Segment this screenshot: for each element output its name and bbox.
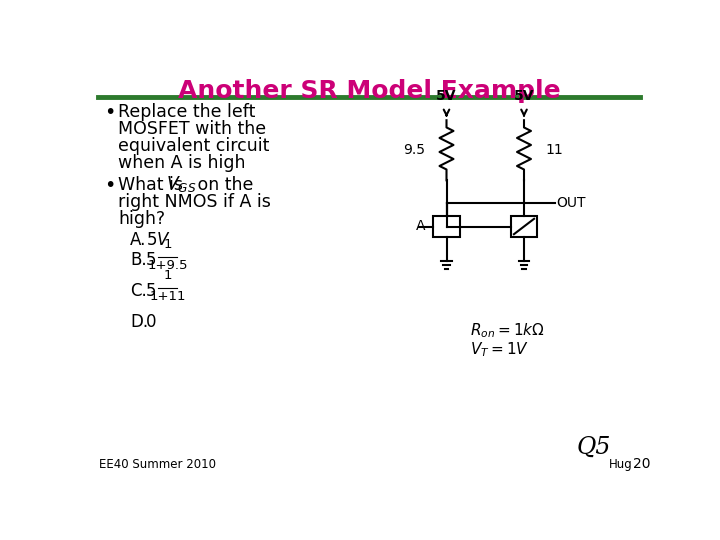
Text: EE40 Summer 2010: EE40 Summer 2010 [99, 458, 216, 471]
Text: Hug: Hug [609, 458, 633, 471]
Text: $V_T = 1V$: $V_T = 1V$ [469, 340, 529, 359]
Text: right NMOS if A is: right NMOS if A is [118, 193, 271, 211]
Text: 5V: 5V [436, 89, 456, 103]
Text: Another SR Model Example: Another SR Model Example [178, 79, 560, 103]
Text: 11: 11 [546, 143, 564, 157]
Text: Replace the left: Replace the left [118, 103, 256, 122]
Text: 1+11: 1+11 [149, 289, 186, 302]
Text: •: • [104, 103, 115, 122]
Text: •: • [104, 176, 115, 195]
Text: 5: 5 [145, 251, 156, 269]
Text: 9.5: 9.5 [402, 143, 425, 157]
Text: What is: What is [118, 176, 189, 194]
Text: A: A [416, 219, 426, 233]
Text: high?: high? [118, 210, 165, 227]
Text: 1+9.5: 1+9.5 [148, 259, 188, 272]
Text: 5: 5 [145, 282, 156, 300]
Text: on the: on the [192, 176, 253, 194]
Text: 1: 1 [163, 269, 172, 282]
Text: 1: 1 [163, 238, 172, 251]
Text: equivalent circuit: equivalent circuit [118, 137, 269, 155]
Text: C.: C. [130, 282, 147, 300]
Text: 5V: 5V [514, 89, 534, 103]
Text: MOSFET with the: MOSFET with the [118, 120, 266, 138]
Text: OUT: OUT [557, 197, 586, 211]
Text: 0: 0 [145, 313, 156, 330]
Text: $5V$: $5V$ [145, 231, 171, 249]
Text: Q5: Q5 [577, 436, 611, 459]
Text: B.: B. [130, 251, 147, 269]
Text: $R_{on} = 1k\Omega$: $R_{on} = 1k\Omega$ [469, 321, 544, 340]
Text: when A is high: when A is high [118, 154, 246, 172]
Text: $V_{GS}$: $V_{GS}$ [166, 174, 197, 194]
Text: D.: D. [130, 313, 148, 330]
Text: A.: A. [130, 231, 147, 249]
Text: 20: 20 [632, 457, 650, 471]
